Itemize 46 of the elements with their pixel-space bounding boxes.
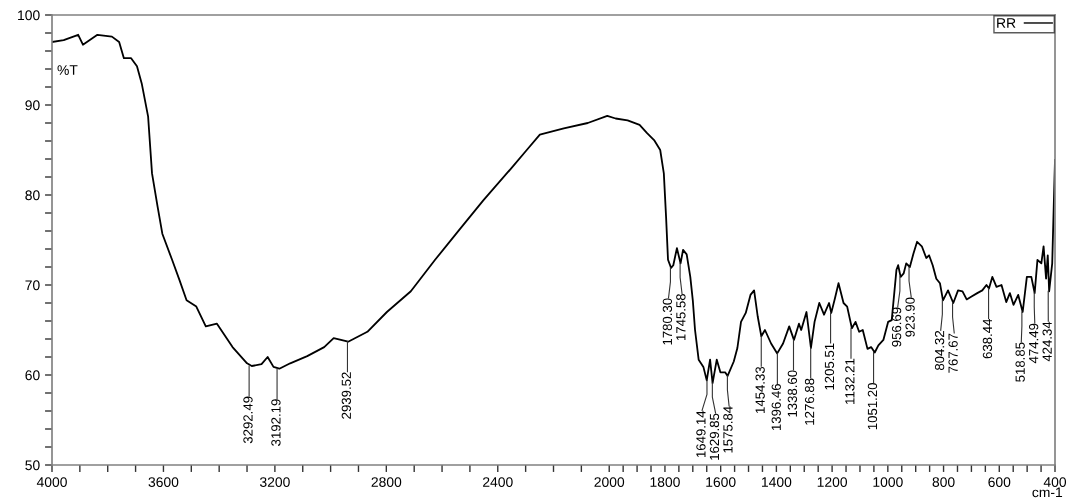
- y-tick-label: 60: [25, 370, 40, 381]
- annotation: 3292.49: [243, 396, 253, 444]
- annotation: 1205.51: [824, 343, 835, 390]
- annotation: 518.85: [1015, 342, 1025, 382]
- annotation: 474.49: [1028, 323, 1039, 364]
- x-tick-label: 1400: [762, 477, 792, 488]
- annotation: 1132.21: [845, 358, 855, 404]
- y-tick-label: 80: [25, 190, 40, 201]
- annotation: 638.44: [982, 318, 993, 359]
- annotation: 767.67: [948, 333, 958, 373]
- x-tick-label: 3200: [259, 477, 290, 488]
- x-tick-label: 2800: [371, 477, 402, 488]
- x-tick-label: 1200: [817, 477, 848, 488]
- x-tick-label: 800: [932, 477, 955, 488]
- x-tick-label: 1600: [706, 477, 736, 488]
- x-tick-label: 2400: [483, 477, 513, 488]
- annotation: 1745.58: [676, 293, 686, 341]
- annotation: 1575.84: [723, 406, 733, 453]
- annotation: 1629.85: [709, 413, 720, 460]
- y-tick-label: 70: [25, 280, 40, 291]
- annotation: 1649.14: [696, 410, 706, 458]
- x-tick-label: 1800: [650, 477, 680, 488]
- x-tick-label: 400: [1043, 477, 1067, 488]
- x-tick-label: 600: [988, 477, 1011, 488]
- y-tick-label: 100: [18, 10, 40, 21]
- x-axis-title: cm-1: [1032, 487, 1063, 498]
- annotation: 1338.60: [787, 370, 798, 417]
- annotation: 1780.30: [662, 298, 673, 345]
- x-tick-label: 2000: [594, 477, 625, 488]
- x-tick-label: 3600: [148, 477, 179, 488]
- annotation: 923.90: [905, 297, 915, 337]
- x-tick-label: 1000: [873, 477, 903, 488]
- y-tick-label: 90: [25, 100, 40, 111]
- annotation: 2939.52: [341, 372, 351, 419]
- annotation: 3192.19: [271, 399, 281, 446]
- annotation: 956.69: [891, 307, 902, 347]
- annotation: 1051.20: [867, 383, 878, 430]
- annotation: 1396.46: [771, 383, 781, 431]
- annotation: 1276.88: [804, 378, 815, 425]
- y-tick-label: 50: [25, 460, 40, 471]
- legend-label: RR: [997, 18, 1016, 28]
- annotation: 804.32: [934, 330, 945, 371]
- annotation: 424.34: [1042, 321, 1052, 362]
- y-axis-title: %T: [57, 65, 78, 75]
- x-tick-label: 4000: [36, 477, 67, 488]
- annotation: 1454.33: [755, 366, 765, 413]
